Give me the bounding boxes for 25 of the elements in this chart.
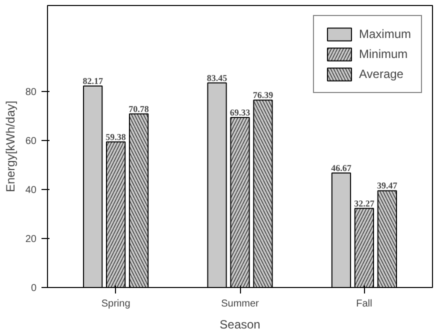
data-label: 69.33	[230, 107, 251, 118]
data-label: 83.45	[206, 72, 228, 83]
legend-label: Maximum	[358, 27, 411, 41]
y-tick-label: 60	[25, 136, 37, 147]
data-label: 46.67	[331, 163, 352, 174]
y-tick-label: 0	[30, 283, 37, 294]
data-label: 32.27	[354, 198, 375, 208]
data-label: 59.38	[106, 132, 126, 142]
x-axis-title: Season	[220, 318, 260, 332]
bar	[207, 82, 227, 288]
legend-label: Minimum	[358, 47, 408, 61]
data-label: 39.47	[377, 180, 398, 191]
x-tick-label: Summer	[221, 298, 260, 310]
data-label: 76.39	[252, 90, 274, 100]
x-tick-label: Spring	[101, 298, 130, 310]
y-axis-title: Energy[kWh/day]	[3, 100, 18, 192]
data-label: 82.17	[82, 76, 104, 86]
y-tick-label: 20	[25, 234, 37, 245]
y-tick-label: 40	[25, 184, 37, 196]
legend-label: Average	[358, 67, 404, 81]
bar	[331, 172, 352, 288]
x-tick-label: Fall	[356, 298, 372, 310]
bar	[83, 86, 103, 288]
y-tick-label: 80	[25, 86, 37, 98]
data-label: 70.78	[128, 104, 150, 114]
